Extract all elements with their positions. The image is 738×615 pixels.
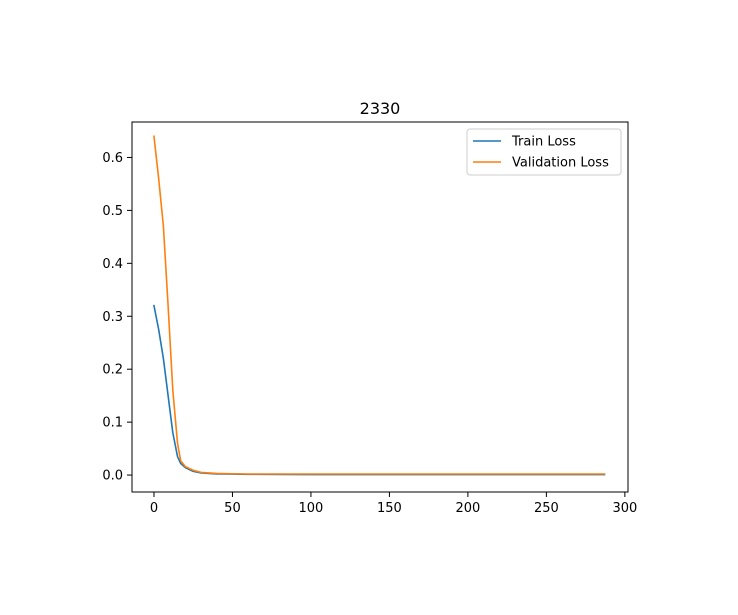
legend-label-1: Validation Loss xyxy=(512,156,609,171)
legend-label-0: Train Loss xyxy=(511,135,576,150)
y-tick-label: 0.0 xyxy=(102,469,123,484)
y-tick-label: 0.3 xyxy=(102,310,123,325)
legend: Train Loss Validation Loss xyxy=(466,128,622,176)
y-tick-label: 0.5 xyxy=(102,204,123,219)
y-tick-label: 0.6 xyxy=(102,151,123,166)
legend-box xyxy=(466,128,622,176)
x-tick-label: 200 xyxy=(455,501,480,516)
series-line-1 xyxy=(153,135,606,475)
y-tick-label: 0.2 xyxy=(102,363,123,378)
x-tick-label: 100 xyxy=(299,501,324,516)
x-tick-label: 50 xyxy=(224,501,241,516)
y-tick-label: 0.4 xyxy=(102,257,123,272)
x-tick-label: 300 xyxy=(612,501,637,516)
chart-title: 2330 xyxy=(360,99,401,118)
y-tick-label: 0.1 xyxy=(102,416,123,431)
x-tick-label: 250 xyxy=(534,501,559,516)
series-line-0 xyxy=(153,304,606,476)
x-tick-label: 150 xyxy=(377,501,402,516)
y-axis-ticks: 0.0 0.1 0.2 0.3 0.4 0.5 0.6 xyxy=(102,151,132,484)
x-axis-ticks: 0 50 100 150 200 250 300 xyxy=(150,492,637,516)
x-tick-label: 0 xyxy=(150,501,158,516)
series-lines xyxy=(153,135,606,476)
plot-area-frame xyxy=(131,121,629,493)
